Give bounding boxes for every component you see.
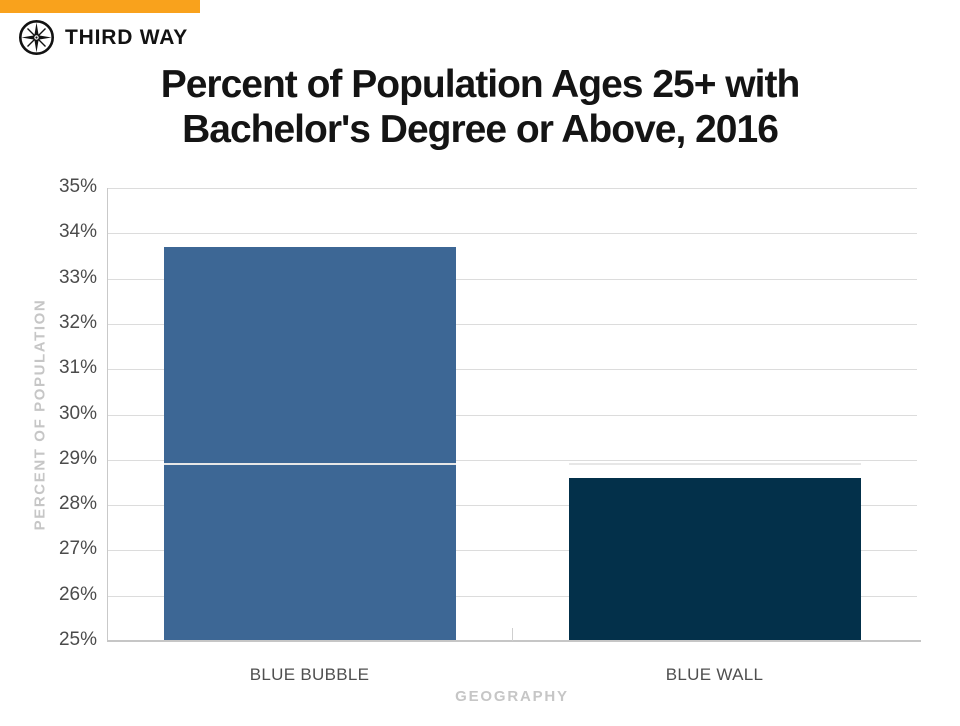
x-axis-title: GEOGRAPHY: [455, 688, 569, 705]
y-tick-label-29%: 29%: [58, 447, 97, 469]
brand-accent-bar: [0, 0, 200, 13]
category-label-blue-bubble: BLUE BUBBLE: [249, 665, 370, 684]
chart-title-line1: Percent of Population Ages 25+ with: [160, 63, 801, 106]
y-tick-label-33%: 33%: [58, 266, 97, 288]
chart-title: Percent of Population Ages 25+ with Bach…: [0, 62, 960, 152]
gridline-29%: [107, 459, 917, 461]
y-tick-label-32%: 32%: [58, 311, 97, 333]
y-tick-label-30%: 30%: [58, 402, 97, 424]
x-axis-line: [107, 640, 921, 642]
gridline-31%: [107, 369, 917, 371]
gridline-30%: [107, 414, 917, 416]
brand-logo: THIRD WAY: [18, 19, 188, 56]
gridline-27%: [107, 550, 917, 552]
compass-icon: [18, 19, 55, 56]
y-tick-label-25%: 25%: [58, 629, 97, 650]
gridline-32%: [107, 323, 917, 325]
y-tick-label-27%: 27%: [58, 538, 97, 560]
plot-area: [107, 188, 917, 641]
bar-shadow-blue-wall: [568, 463, 861, 465]
y-tick-label-35%: 35%: [58, 176, 97, 197]
gridline-34%: [107, 233, 917, 235]
y-tick-label-26%: 26%: [58, 583, 97, 605]
y-tick-label-31%: 31%: [58, 357, 97, 379]
category-divider-tick: [512, 628, 513, 641]
y-axis-line: [107, 188, 108, 641]
y-tick-label-28%: 28%: [58, 493, 97, 515]
gridline-35%: [107, 188, 917, 189]
category-label-blue-wall: BLUE WALL: [665, 665, 764, 684]
bar-blue-bubble: [163, 246, 456, 641]
bar-shadow-blue-bubble: [163, 463, 456, 465]
gridline-33%: [107, 278, 917, 280]
gridline-26%: [107, 595, 917, 597]
chart-title-line2: Bachelor's Degree or Above, 2016: [182, 108, 779, 151]
y-tick-label-34%: 34%: [58, 221, 97, 243]
brand-name: THIRD WAY: [65, 25, 189, 49]
gridline-28%: [107, 505, 917, 507]
bar-blue-wall: [568, 477, 861, 641]
